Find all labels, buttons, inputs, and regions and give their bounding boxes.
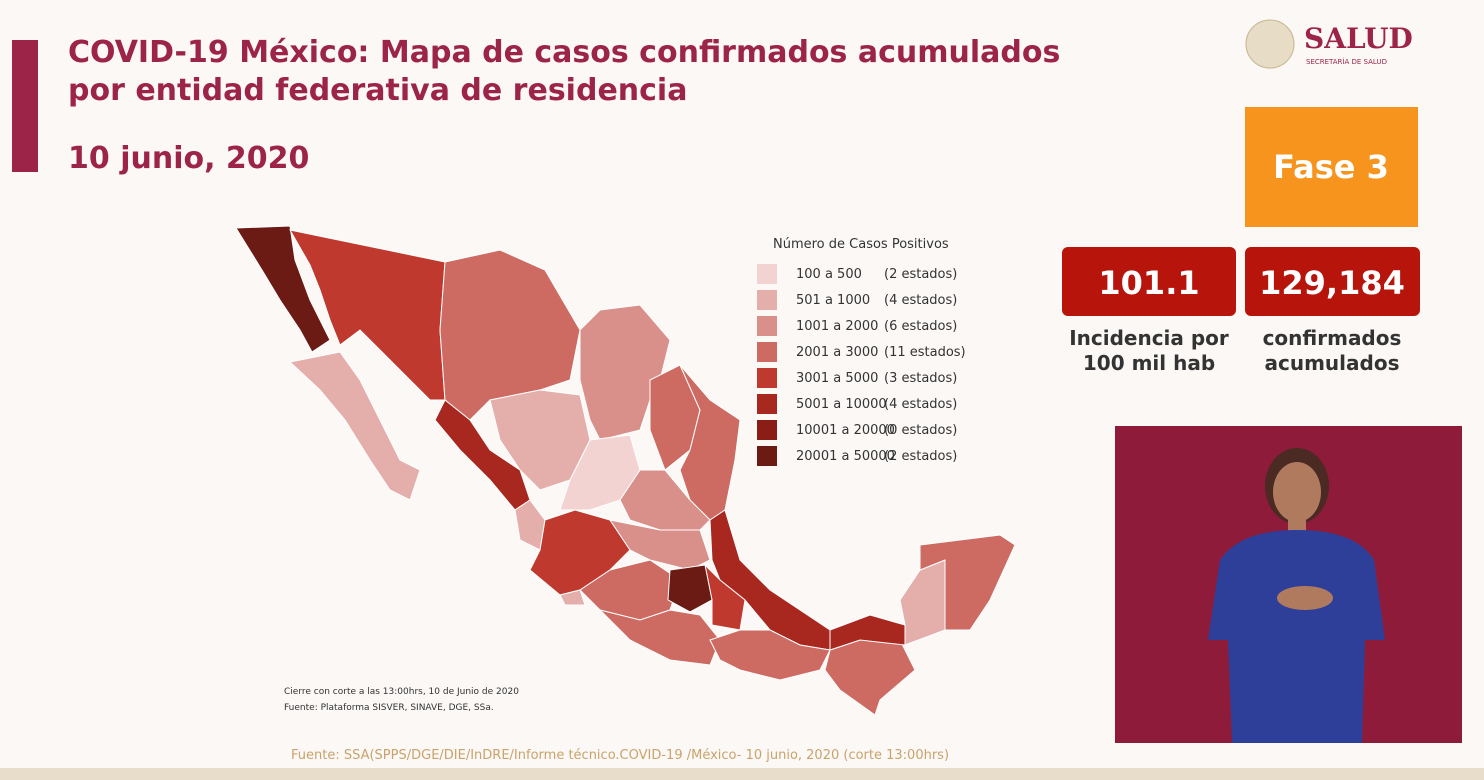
phase-box xyxy=(1245,107,1418,227)
state xyxy=(709,629,831,681)
interpreter-video xyxy=(1115,426,1462,743)
phase: Fase 3 xyxy=(1273,148,1389,186)
legend-swatch xyxy=(757,368,777,388)
legend-range: 10001 a 20000 xyxy=(796,423,895,438)
state xyxy=(559,589,586,606)
legend-count: (6 estados) xyxy=(884,319,957,334)
legend-count: (4 estados) xyxy=(884,397,957,412)
state xyxy=(667,564,713,613)
stat-value: 129,184 xyxy=(1259,264,1405,302)
legend-range: 1001 a 2000 xyxy=(796,319,878,334)
bottom-band xyxy=(0,768,1484,780)
legend-count: (11 estados) xyxy=(884,345,966,360)
legend-count: (0 estados) xyxy=(884,423,957,438)
legend-range: 20001 a 50000 xyxy=(796,449,895,464)
state xyxy=(919,534,1016,631)
state xyxy=(608,519,711,571)
logo-subtitle: SECRETARÍA DE SALUD xyxy=(1306,57,1387,66)
legend-range: 100 a 500 xyxy=(796,267,862,282)
legend-count: (4 estados) xyxy=(884,293,957,308)
legend-swatch xyxy=(757,394,777,414)
legend-count: (2 estados) xyxy=(884,449,957,464)
legend-range: 2001 a 3000 xyxy=(796,345,878,360)
legend-swatch xyxy=(757,290,777,310)
legend-swatch xyxy=(757,342,777,362)
stat-label: confirmados xyxy=(1263,326,1402,350)
legend-swatch xyxy=(757,420,777,440)
legend-count: (3 estados) xyxy=(884,371,957,386)
stat-box xyxy=(1245,247,1420,316)
title-bar xyxy=(12,40,38,172)
legend-range: 501 a 1000 xyxy=(796,293,870,308)
map xyxy=(235,225,1016,716)
stat-label: Incidencia por xyxy=(1069,326,1229,350)
title-line: por entidad federativa de residencia xyxy=(68,73,687,108)
legend-count: (2 estados) xyxy=(884,267,957,282)
legend-range: 3001 a 5000 xyxy=(796,371,878,386)
footer-source: Fuente: SSA(SPPS/DGE/DIE/InDRE/Informe t… xyxy=(291,748,949,763)
legend-title: Número de Casos Positivos xyxy=(773,237,949,252)
legend: 100 a 500 (2 estados) 501 a 1000 (4 estados… xyxy=(757,264,966,466)
map-source: Fuente: Plataforma SISVER, SINAVE, DGE, … xyxy=(284,703,494,713)
stat-label: acumulados xyxy=(1265,351,1400,375)
logo-name: SALUD xyxy=(1304,22,1413,55)
state xyxy=(288,351,421,501)
stat-box xyxy=(1062,247,1236,316)
stat-value: 101.1 xyxy=(1098,264,1199,302)
date: 10 junio, 2020 xyxy=(68,141,309,176)
legend-swatch xyxy=(757,264,777,284)
legend-range: 5001 a 10000 xyxy=(796,397,887,412)
stat-label: 100 mil hab xyxy=(1083,351,1215,375)
legend-swatch xyxy=(757,316,777,336)
state xyxy=(235,225,331,353)
title-line: COVID-19 México: Mapa de casos confirmad… xyxy=(68,35,1060,70)
legend-swatch xyxy=(757,446,777,466)
logo-seal xyxy=(1245,19,1295,69)
map-note: Cierre con corte a las 13:00hrs, 10 de J… xyxy=(284,687,519,697)
state xyxy=(529,509,631,596)
